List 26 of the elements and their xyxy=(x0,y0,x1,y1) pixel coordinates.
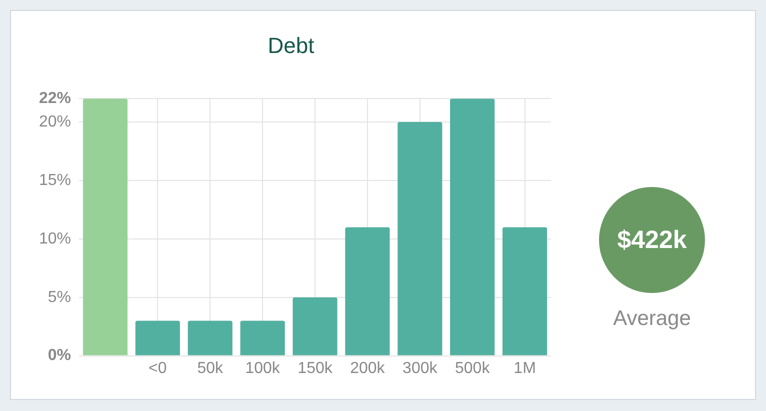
y-tick-label: 22% xyxy=(38,90,72,108)
x-tick-label: 1M xyxy=(514,360,536,377)
y-tick-label: 10% xyxy=(38,230,72,248)
x-tick-label: 300k xyxy=(402,360,438,377)
text: Average xyxy=(612,307,692,331)
bar xyxy=(398,122,442,356)
bar xyxy=(240,320,285,356)
x-tick-label: 50k xyxy=(197,360,224,377)
y-tick-label: 5% xyxy=(48,288,72,306)
bar xyxy=(502,227,548,356)
text: $422k xyxy=(599,187,705,293)
bar xyxy=(450,98,495,356)
x-tick-label: 150k xyxy=(298,360,334,377)
y-tick-label: 15% xyxy=(38,172,72,189)
x-tick-label: 500k xyxy=(454,360,491,377)
x-tick-label: 100k xyxy=(245,360,281,377)
y-tick-label: 0% xyxy=(48,347,72,364)
bar xyxy=(292,297,338,356)
x-tick-label: 200k xyxy=(350,360,386,377)
chart-title: Debt xyxy=(266,33,316,59)
bar xyxy=(135,320,180,356)
bar xyxy=(188,320,232,356)
x-tick-label: <0 xyxy=(148,360,167,377)
bar xyxy=(345,227,390,356)
bar xyxy=(82,98,128,356)
y-tick-label: 20% xyxy=(38,113,72,130)
